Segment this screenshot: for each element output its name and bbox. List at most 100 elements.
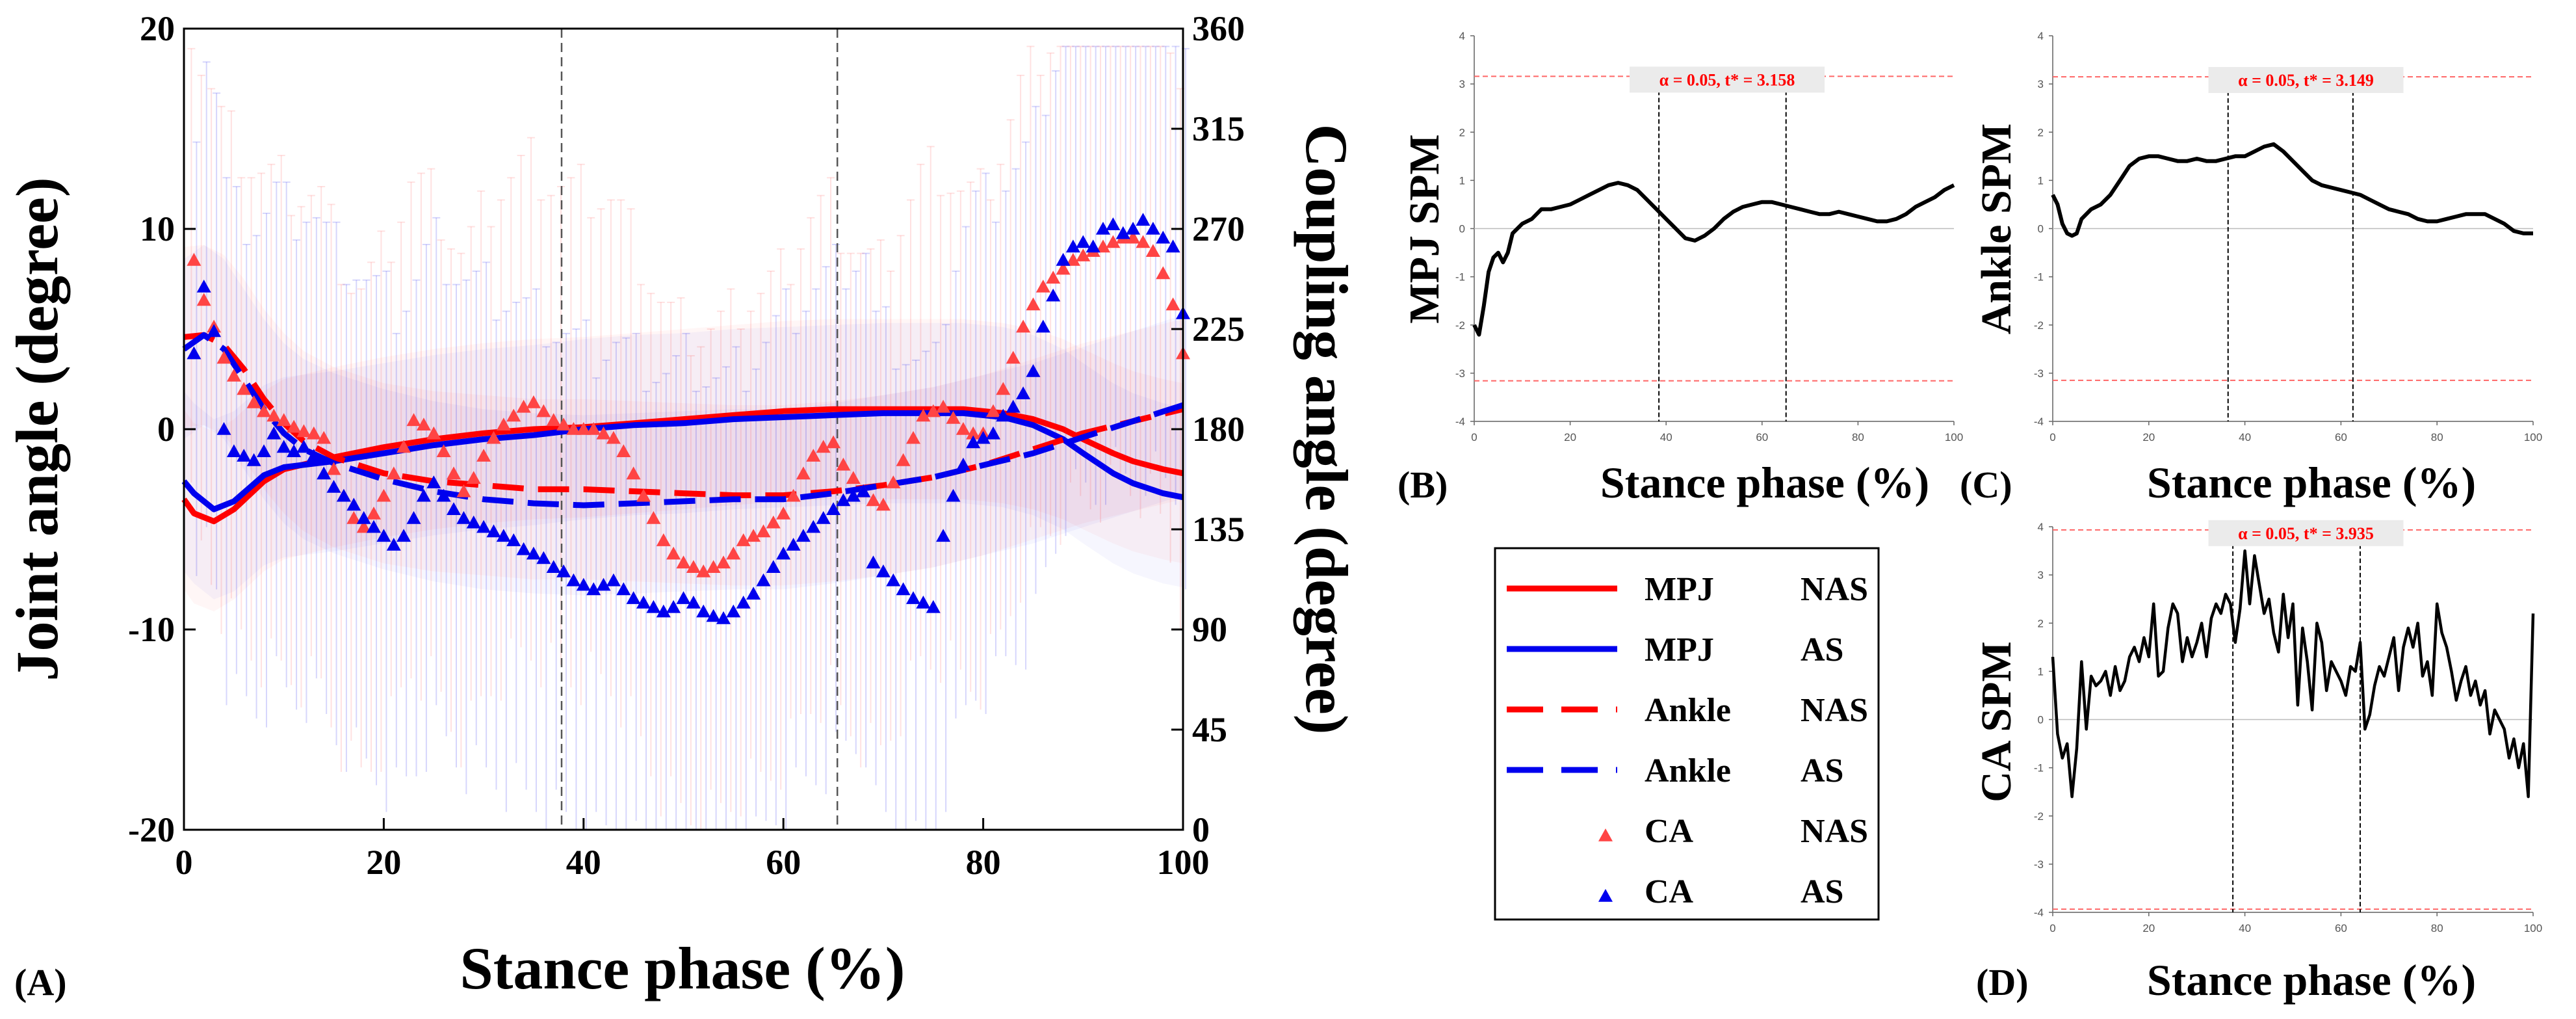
spm-x-tick-label: 20 [1564, 431, 1576, 443]
panel-label-d: (D) [1976, 961, 2029, 1003]
ca-marker-nas [386, 466, 401, 480]
spm-y-tick-label: 0 [2038, 223, 2044, 235]
ca-marker-as [436, 488, 451, 502]
x-tick-label: 80 [966, 843, 1001, 882]
spm-x-tick-label: 60 [2335, 922, 2347, 934]
ca-marker-as [596, 577, 611, 591]
x-tick-label: 100 [1157, 843, 1210, 882]
ca-marker-nas [726, 546, 741, 560]
spm-y-tick-label: -3 [1455, 367, 1465, 380]
ca-marker-as [287, 444, 302, 457]
spm-x-tick-label: 100 [1945, 431, 1963, 443]
ca-marker-as [486, 524, 501, 538]
ca-marker-nas [447, 466, 461, 480]
ca-marker-nas [596, 426, 611, 440]
spm-y-tick-label: -2 [1455, 319, 1465, 332]
panel-d-xlabel: Stance phase (%) [2147, 955, 2476, 1005]
ca-marker-as [586, 582, 601, 596]
ca-marker-as [237, 449, 252, 462]
y2-tick-label: 180 [1192, 410, 1245, 449]
ca-marker-nas [566, 422, 581, 435]
ca-marker-nas [1165, 297, 1180, 311]
ca-marker-nas [346, 510, 361, 524]
panel-label-c: (C) [1960, 464, 2012, 506]
spm-y-tick-label: -1 [2034, 271, 2044, 284]
ca-marker-nas [546, 413, 561, 427]
ca-marker-as [1106, 217, 1121, 230]
spm-y-tick-label: -1 [1455, 271, 1465, 284]
ca-marker-nas [576, 422, 591, 435]
spm-x-tick-label: 60 [1756, 431, 1768, 443]
ca-marker-nas [896, 453, 911, 466]
ca-marker-nas [1006, 351, 1021, 364]
ca-marker-as [1035, 319, 1050, 333]
ca-marker-as [656, 604, 671, 618]
ca-marker-nas [306, 426, 321, 440]
ca-marker-as [196, 280, 211, 293]
ca-marker-nas [806, 449, 821, 462]
threshold-label: α = 0.05, t* = 3.158 [1659, 70, 1795, 89]
legend-swatch-marker [1598, 828, 1613, 841]
ca-marker-as [826, 502, 841, 515]
y2-tick-label: 45 [1192, 710, 1227, 749]
y-tick-label: 10 [140, 209, 175, 248]
ca-marker-as [576, 577, 591, 591]
ca-marker-as [756, 573, 771, 587]
ca-marker-nas [276, 413, 291, 427]
ca-marker-nas [606, 430, 621, 444]
ca-marker-as [716, 611, 731, 624]
spm-y-tick-label: 2 [2038, 617, 2044, 629]
threshold-label-box [1630, 66, 1825, 93]
ca-marker-nas [216, 351, 231, 364]
spm-y-tick-label: -3 [2034, 858, 2044, 871]
ca-marker-nas [326, 462, 341, 475]
ca-marker-nas [267, 408, 281, 422]
spm-x-tick-label: 0 [2049, 431, 2055, 443]
ca-marker-as [736, 595, 751, 609]
ca-marker-as [1086, 239, 1100, 253]
ca-marker-as [257, 444, 271, 457]
legend-group-label: AS [1801, 631, 1843, 668]
ca-marker-as [926, 600, 941, 613]
spm-y-tick-label: -3 [2034, 367, 2044, 380]
spm-y-tick-label: -4 [2034, 416, 2044, 428]
panel-a-y2label: Coupling angle (degree) [1294, 124, 1360, 735]
ca-marker-nas [556, 417, 571, 430]
panel-d-ylabel: CA SPM [1973, 641, 2020, 802]
ca-marker-nas [796, 466, 811, 480]
ca-marker-as [1026, 364, 1041, 377]
ca-marker-as [776, 546, 791, 560]
ca-marker-nas [1035, 280, 1050, 293]
ca-marker-as [816, 510, 831, 524]
ca-marker-nas [226, 368, 241, 382]
ca-marker-nas [1026, 297, 1041, 311]
ca-marker-nas [416, 417, 431, 430]
y-tick-label: -20 [128, 810, 175, 849]
ca-marker-as [356, 510, 371, 524]
legend-group-label: NAS [1801, 813, 1868, 850]
ca-marker-as [267, 426, 281, 440]
ca-marker-nas [716, 555, 731, 569]
ca-marker-nas [866, 493, 881, 507]
ca-marker-as [566, 573, 581, 587]
ca-marker-nas [886, 475, 901, 488]
legend-joint-label: MPJ [1645, 571, 1714, 608]
legend-swatch-marker [1598, 889, 1613, 902]
ca-marker-nas [996, 382, 1011, 395]
legend: MPJ NAS MPJ AS Ankle NAS Ankle AS CA NAS CA AS [1494, 547, 1880, 921]
ca-marker-as [476, 520, 491, 533]
spm-curve [2051, 142, 2533, 238]
panel-c-ylabel: Ankle SPM [1973, 124, 2020, 335]
ca-marker-as [466, 515, 481, 529]
x-tick-label: 60 [766, 843, 801, 882]
ca-marker-nas [1106, 235, 1121, 248]
ca-marker-nas [626, 466, 641, 480]
panel-b-ylabel: MPJ SPM [1401, 134, 1448, 323]
ca-marker-nas [1076, 248, 1091, 261]
ca-marker-as [246, 453, 261, 466]
ca-marker-as [646, 600, 661, 613]
spm-y-tick-label: 2 [2038, 126, 2044, 139]
ca-marker-as [536, 551, 551, 564]
ca-marker-as [1046, 288, 1061, 302]
